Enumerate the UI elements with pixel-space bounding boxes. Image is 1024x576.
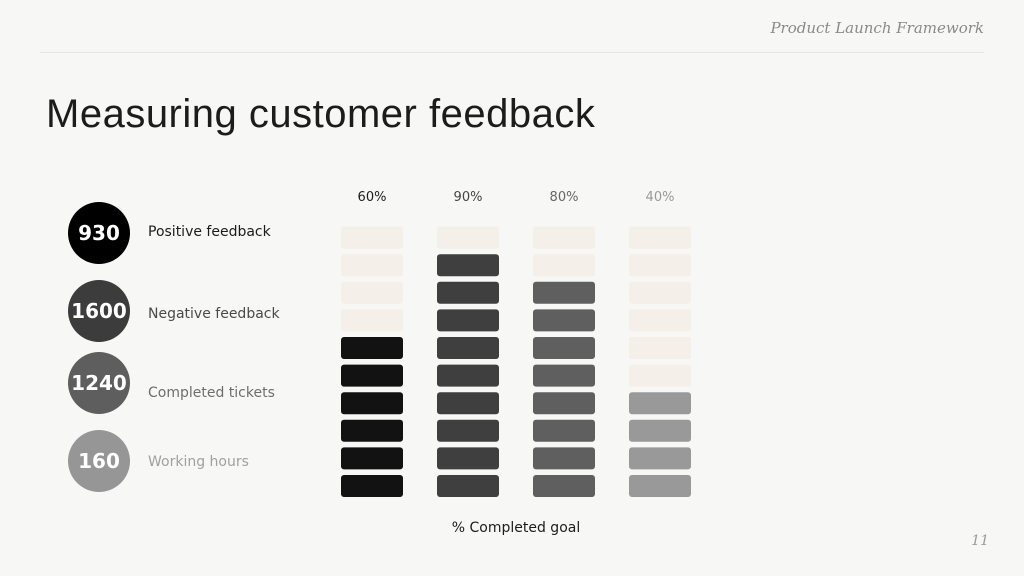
bar-segment-3-4 [533,392,595,415]
metric-label: Working hours [148,454,249,470]
bar-segment-2-9 [437,254,499,277]
metric-positive-feedback: 930 Positive feedback [68,202,271,264]
bar-segment-3-8 [533,281,595,304]
bar-segment-4-1 [629,475,691,497]
bar-segment-4-8 [629,281,691,304]
bar-segment-1-3 [341,419,403,442]
page-title: Measuring customer feedback [46,92,596,136]
metric-value-circle: 930 [68,202,130,264]
bar-segment-3-9 [533,254,595,277]
bar-segment-3-10 [533,226,595,249]
metric-value-circle: 160 [68,430,130,492]
bar-value-label-1: 60% [358,190,387,205]
bar-segment-3-3 [533,419,595,442]
bar-segment-2-2 [437,447,499,470]
bar-value-label-2: 90% [454,190,483,205]
bar-segment-4-9 [629,254,691,277]
header-divider [40,52,984,53]
bar-segment-2-4 [437,392,499,415]
bar-segment-1-2 [341,447,403,470]
bar-segment-4-10 [629,226,691,249]
metric-label: Negative feedback [148,306,280,322]
bar-segment-3-7 [533,309,595,332]
metric-working-hours: 160 Working hours [68,430,249,492]
bar-segment-1-5 [341,364,403,387]
bar-segment-2-3 [437,419,499,442]
bar-segment-1-6 [341,337,403,359]
bar-segment-4-2 [629,447,691,470]
bar-segment-2-5 [437,364,499,387]
bar-segment-2-7 [437,309,499,332]
bar-value-label-4: 40% [646,190,675,205]
bar-segment-1-4 [341,392,403,415]
header-label: Product Launch Framework [770,19,984,37]
page-number: 11 [971,533,989,549]
bar-segment-2-10 [437,226,499,249]
metric-completed-tickets: 1240 Completed tickets [68,352,275,414]
bar-segment-2-8 [437,281,499,304]
bar-segment-4-4 [629,392,691,415]
x-axis-label: % Completed goal [452,520,580,536]
bar-segment-1-9 [341,254,403,277]
metric-label: Completed tickets [148,385,275,401]
bar-segment-1-7 [341,309,403,332]
bar-segment-1-10 [341,226,403,249]
metric-label: Positive feedback [148,224,271,240]
bar-segment-1-8 [341,281,403,304]
bar-segment-3-5 [533,364,595,387]
bar-value-label-3: 80% [550,190,579,205]
bar-segment-2-6 [437,337,499,359]
bar-segment-3-1 [533,475,595,497]
bar-segment-3-6 [533,337,595,359]
bar-segment-1-1 [341,475,403,497]
bar-segment-4-3 [629,419,691,442]
bar-segment-3-2 [533,447,595,470]
metric-value-circle: 1600 [68,280,130,342]
bar-segment-4-7 [629,309,691,332]
metric-negative-feedback: 1600 Negative feedback [68,280,280,342]
metric-value-circle: 1240 [68,352,130,414]
bar-segment-2-1 [437,475,499,497]
bar-segment-4-6 [629,337,691,359]
bar-segment-4-5 [629,364,691,387]
